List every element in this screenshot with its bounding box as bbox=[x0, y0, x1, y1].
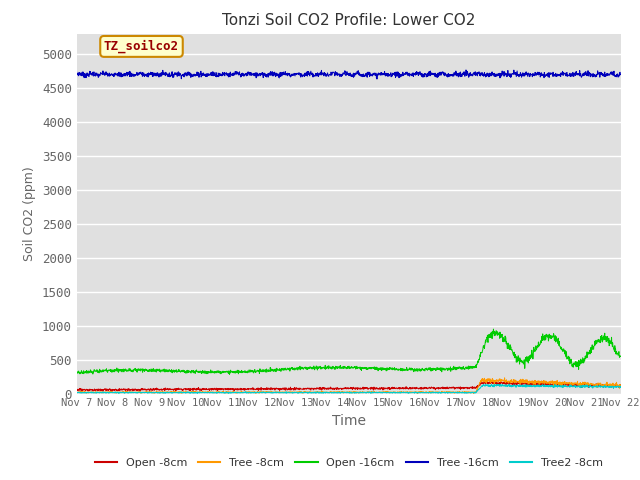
X-axis label: Time: Time bbox=[332, 414, 366, 428]
Text: TZ_soilco2: TZ_soilco2 bbox=[104, 40, 179, 53]
Title: Tonzi Soil CO2 Profile: Lower CO2: Tonzi Soil CO2 Profile: Lower CO2 bbox=[222, 13, 476, 28]
Y-axis label: Soil CO2 (ppm): Soil CO2 (ppm) bbox=[24, 166, 36, 261]
Legend: Open -8cm, Tree -8cm, Open -16cm, Tree -16cm, Tree2 -8cm: Open -8cm, Tree -8cm, Open -16cm, Tree -… bbox=[90, 453, 607, 472]
